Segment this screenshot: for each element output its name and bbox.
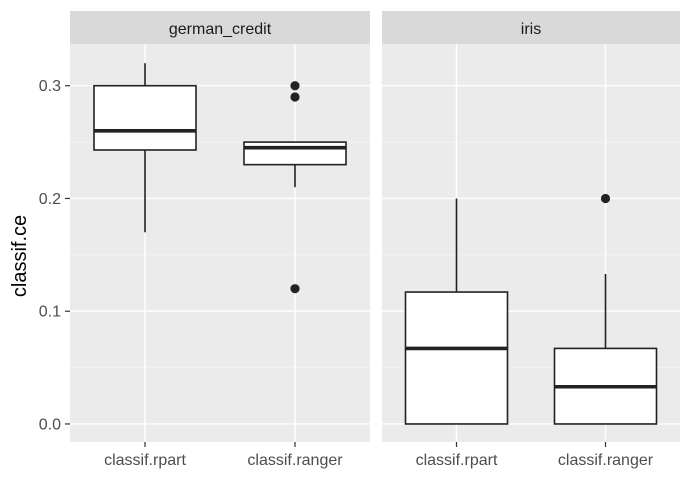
y-tick-label: 0.0 bbox=[39, 416, 61, 433]
outlier-point bbox=[290, 92, 300, 102]
iqr-box bbox=[404, 291, 509, 425]
iqr-box bbox=[93, 84, 197, 151]
x-tick-label: classif.rpart bbox=[416, 452, 498, 469]
y-tick-label: 0.1 bbox=[39, 304, 61, 321]
facet-panels: 0.0 0.1 0.2 0.3 german_credit classif.rpart cl… bbox=[39, 11, 680, 469]
box-classif-ranger bbox=[553, 193, 658, 425]
box-classif-ranger bbox=[243, 81, 347, 294]
box-classif-rpart bbox=[404, 198, 509, 425]
y-axis: 0.0 0.1 0.2 0.3 bbox=[39, 78, 70, 433]
facet-strip bbox=[382, 11, 680, 44]
x-tick-label: classif.ranger bbox=[247, 452, 343, 469]
iqr-box bbox=[243, 141, 347, 166]
outlier-point bbox=[290, 284, 300, 294]
facet-strip-label: german_credit bbox=[169, 21, 272, 38]
outlier-point bbox=[290, 81, 300, 91]
facet-panel-german-credit: german_credit classif.rpart classif.ranger bbox=[70, 11, 370, 469]
outlier-point bbox=[600, 193, 611, 204]
y-tick-label: 0.2 bbox=[39, 191, 61, 208]
facet-strip bbox=[70, 11, 370, 44]
x-tick-label: classif.rpart bbox=[104, 452, 186, 469]
box-classif-rpart bbox=[93, 63, 197, 233]
y-axis-title: classif.ce bbox=[9, 215, 31, 297]
y-tick-label: 0.3 bbox=[39, 78, 61, 95]
facet-panel-iris: iris classif.rpart classif.ranger bbox=[382, 11, 680, 469]
x-tick-label: classif.ranger bbox=[558, 452, 654, 469]
facet-strip-label: iris bbox=[521, 21, 541, 38]
